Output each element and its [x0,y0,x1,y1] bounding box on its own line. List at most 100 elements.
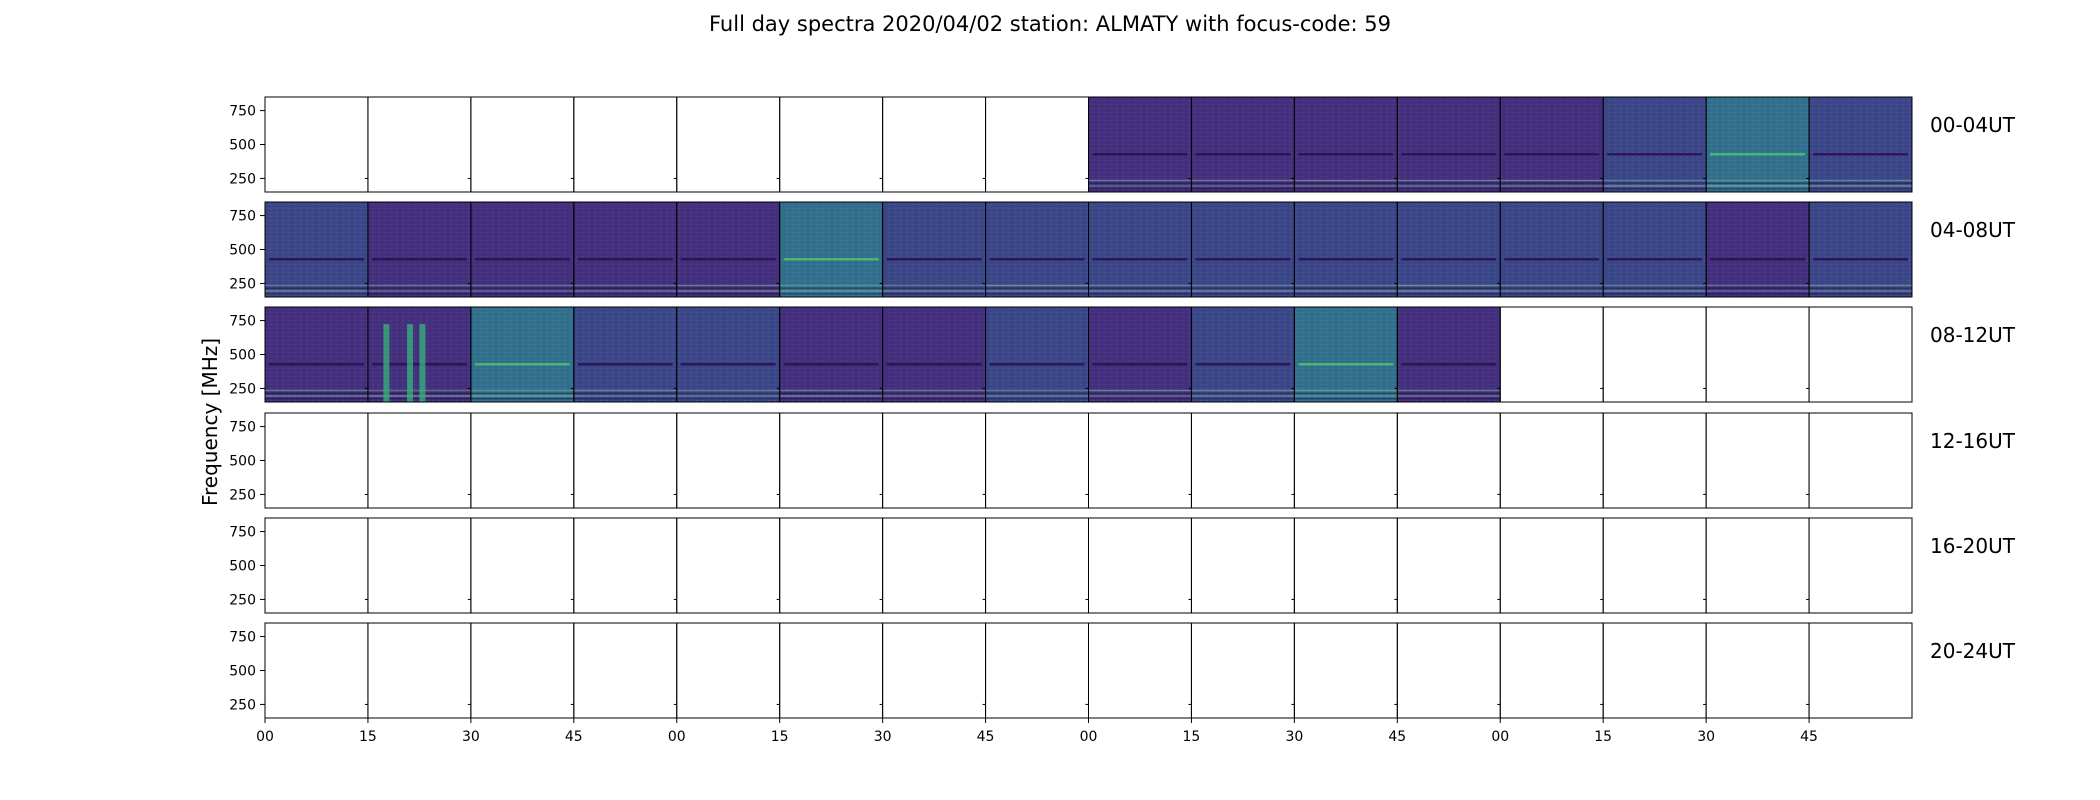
y-tick-label: 250 [229,592,256,608]
y-tick-label: 500 [229,243,256,259]
low-freq-stripe [1294,179,1398,182]
y-tick-label: 250 [229,697,256,713]
low-freq-stripe [265,292,368,295]
y-tick-label: 250 [229,487,256,503]
panel-frame [367,96,472,193]
low-freq-stripe [779,292,883,295]
y-tick-label: 250 [229,381,256,397]
spectrum-noise [779,307,883,402]
panel-frame [676,96,781,193]
low-freq-stripe [1294,392,1398,394]
panel-frame [1088,517,1192,614]
panel-frame [1190,412,1295,509]
spectrum-noise [1088,307,1192,402]
x-tick-label: 30 [874,729,892,745]
spectrum-noise [985,202,1089,297]
low-freq-stripe [470,389,574,392]
low-freq-stripe [1706,187,1810,190]
low-freq-stripe [1500,287,1604,289]
low-freq-stripe [265,290,368,292]
y-tick-label: 500 [229,559,256,575]
low-freq-stripe [1191,290,1295,292]
low-freq-stripe [882,284,986,287]
panel-frame [1808,412,1913,509]
low-freq-stripe [1706,290,1810,292]
panel-frame [1602,412,1707,509]
low-freq-stripe [1397,284,1501,287]
low-freq-stripe [882,392,986,394]
spectrum-noise [1397,307,1501,402]
panel-frame [1396,412,1501,509]
low-freq-stripe [779,389,883,392]
low-freq-stripe [1603,287,1707,289]
low-freq-stripe [1191,287,1295,289]
panel-frame [264,622,369,719]
panel-frame [1602,306,1707,403]
y-tick-label: 250 [229,276,256,292]
low-freq-stripe [779,395,883,397]
low-freq-stripe [1397,187,1501,190]
y-tick-label: 500 [229,664,256,680]
rfi-band [474,258,570,261]
spectrum-noise [573,307,677,402]
row-time-label: 16-20UT [1930,534,2016,558]
panel-frame [573,622,678,719]
low-freq-stripe [882,290,986,292]
y-tick-label: 250 [229,171,256,187]
rfi-band [1710,153,1806,156]
spectrum-noise [1603,202,1707,297]
panels-layer [265,97,1912,402]
low-freq-stripe [265,395,368,397]
y-tick-label: 750 [229,630,256,646]
row-time-label: 08-12UT [1930,323,2016,347]
panel-frame [1396,622,1501,719]
panel-frame [1808,201,1913,298]
panel-frame [1499,517,1604,614]
low-freq-stripe [1294,292,1398,295]
x-tick-label: 30 [1697,729,1715,745]
panel-frame [1293,517,1398,614]
low-freq-stripe [1603,185,1707,187]
low-freq-stripe [1809,290,1912,292]
panel-frame [779,517,884,614]
spectrum-noise [470,202,574,297]
x-tick-label: 00 [668,729,686,745]
low-freq-stripe [676,395,780,397]
low-freq-stripe [1603,187,1707,190]
rfi-band [680,363,776,366]
spectrum-noise [882,307,986,402]
row-time-label: 20-24UT [1930,639,2016,663]
panel-frame [367,622,472,719]
panel-frame [470,96,575,193]
spectrum-noise [1706,202,1810,297]
low-freq-stripe [1088,182,1192,184]
rfi-band [1195,258,1291,261]
low-freq-stripe [676,392,780,394]
low-freq-stripe [573,292,677,295]
panel-frame [882,96,987,193]
low-freq-stripe [1809,179,1912,182]
low-freq-stripe [1088,392,1192,394]
low-freq-stripe [1603,284,1707,287]
rfi-band [1607,153,1703,156]
burst-streak [383,324,390,402]
low-freq-stripe [265,284,368,287]
low-freq-stripe [1603,292,1707,295]
spectrum-noise [573,202,677,297]
panel-frame [882,412,987,509]
low-freq-stripe [367,290,471,292]
panel-frame [1396,517,1501,614]
low-freq-stripe [985,284,1089,287]
low-freq-stripe [1603,290,1707,292]
low-freq-stripe [1809,182,1912,184]
panel-frame [573,96,678,193]
y-tick-label: 500 [229,138,256,154]
rfi-band [1504,258,1600,261]
low-freq-stripe [470,290,574,292]
spectrum-noise [1294,307,1398,402]
spectrum-noise [1809,202,1912,297]
panel-frame [1808,517,1913,614]
low-freq-stripe [573,290,677,292]
low-freq-stripe [265,392,368,394]
x-tick-label: 00 [256,729,274,745]
